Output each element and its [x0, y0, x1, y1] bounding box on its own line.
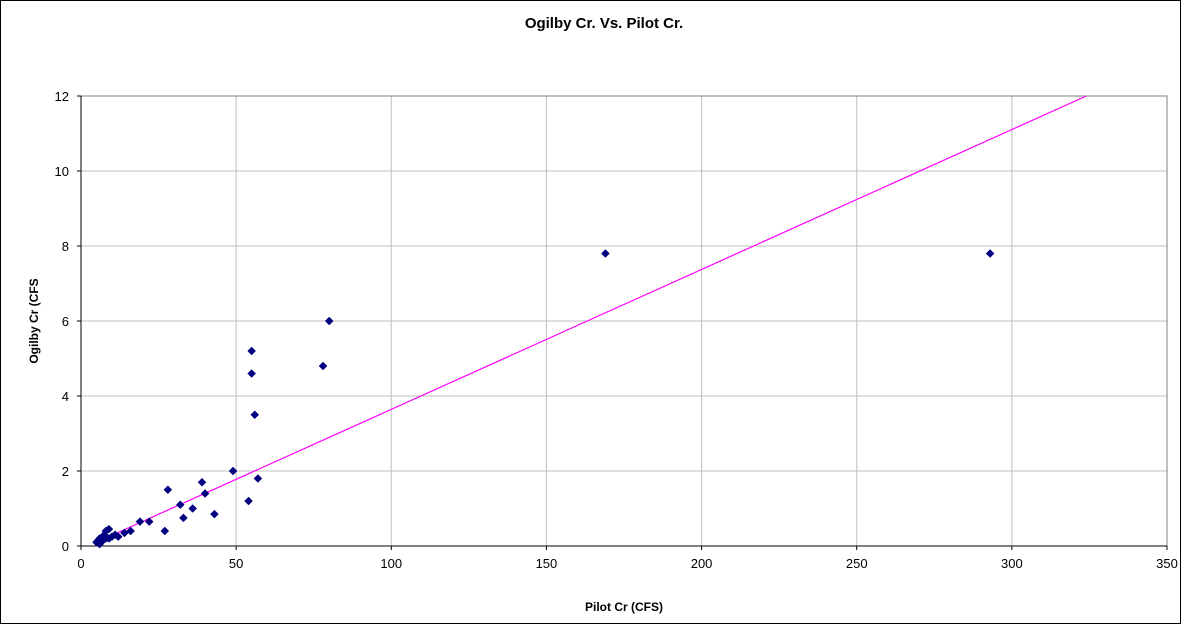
data-point: [210, 509, 219, 519]
y-tick-label: 10: [55, 164, 69, 179]
data-point: [228, 466, 238, 476]
y-tick-label: 12: [55, 89, 69, 104]
x-tick-label: 200: [691, 556, 713, 571]
y-tick-label: 6: [62, 314, 69, 329]
x-tick-label: 350: [1156, 556, 1178, 571]
y-tick-label: 0: [62, 539, 69, 554]
data-point: [104, 524, 114, 534]
x-tick-label: 50: [229, 556, 243, 571]
data-point: [135, 517, 145, 526]
x-tick-label: 300: [1001, 556, 1023, 571]
data-point: [144, 517, 154, 526]
data-point: [250, 410, 260, 420]
data-point: [253, 474, 263, 483]
data-point: [985, 249, 995, 258]
x-tick-label: 250: [846, 556, 868, 571]
chart-title: Ogilby Cr. Vs. Pilot Cr.: [525, 15, 683, 32]
tick-labels: 0 50 100 150 200 250 300 350 0 2 4 6 8 10 12: [55, 89, 1178, 571]
data-points: [92, 249, 995, 549]
data-point: [175, 500, 185, 510]
y-tick-label: 4: [62, 389, 69, 404]
x-tick-label: 150: [536, 556, 558, 571]
trendline-layer: [96, 95, 1087, 543]
data-point: [197, 477, 207, 487]
x-tick-label: 100: [380, 556, 402, 571]
data-point: [324, 316, 334, 326]
data-point: [244, 496, 253, 506]
y-axis-label: Ogilby Cr (CFS: [27, 278, 41, 363]
y-tick-label: 2: [62, 464, 69, 479]
x-tick-label: 0: [77, 556, 84, 571]
grid-lines: [81, 96, 1167, 546]
y-tick-label: 8: [62, 239, 69, 254]
data-point: [113, 532, 123, 541]
data-point: [126, 526, 135, 536]
data-point: [601, 249, 610, 258]
data-point: [163, 485, 173, 495]
data-point: [160, 526, 170, 536]
data-point: [188, 504, 198, 513]
data-point: [247, 346, 257, 356]
x-axis-label: Pilot Cr (CFS): [585, 600, 663, 614]
data-point: [179, 513, 188, 523]
trendline: [96, 95, 1087, 543]
data-point: [200, 489, 210, 498]
data-point: [247, 369, 257, 378]
data-point: [318, 361, 328, 371]
